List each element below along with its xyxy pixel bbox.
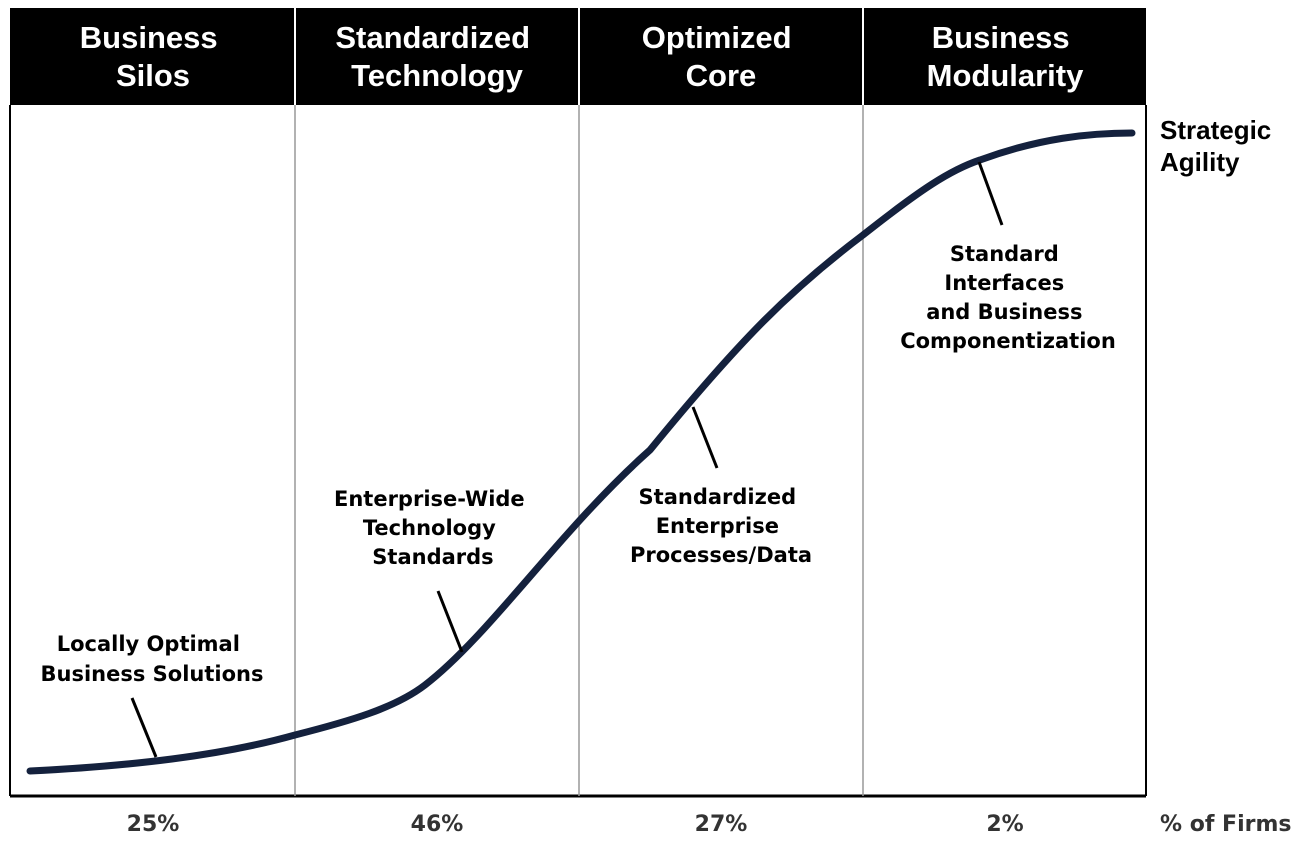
percent-business-silos: 25% <box>127 812 180 837</box>
stage-header-optimized-core: Optimized Core <box>642 20 800 93</box>
stage-header-business-silos: Business Silos <box>80 20 226 93</box>
percent-optimized-core: 27% <box>695 812 748 837</box>
stage-header-standardized-technology: Standardized Technology <box>335 20 538 93</box>
annotation-standardized-enterprise: Standardized Enterprise Processes/Data <box>630 485 812 567</box>
annotation-enterprise-wide: Enterprise-Wide Technology Standards <box>334 487 532 569</box>
annotation-pointer <box>977 161 1004 226</box>
annotation-pointer <box>130 697 158 758</box>
annotation-pointer <box>691 406 719 469</box>
annotation-pointer <box>436 590 464 653</box>
x-axis-label: % of Firms <box>1160 812 1291 837</box>
y-axis-label: Strategic Agility <box>1160 115 1279 177</box>
maturity-curve <box>26 129 1136 775</box>
annotation-standard-interfaces: Standard Interfaces and Business Compone… <box>900 242 1116 353</box>
percent-standardized-technology: 46% <box>411 812 464 837</box>
percent-business-modularity: 2% <box>986 812 1023 837</box>
annotation-locally-optimal: Locally Optimal Business Solutions <box>41 632 264 686</box>
stage-header-business-modularity: Business Modularity <box>927 20 1084 93</box>
